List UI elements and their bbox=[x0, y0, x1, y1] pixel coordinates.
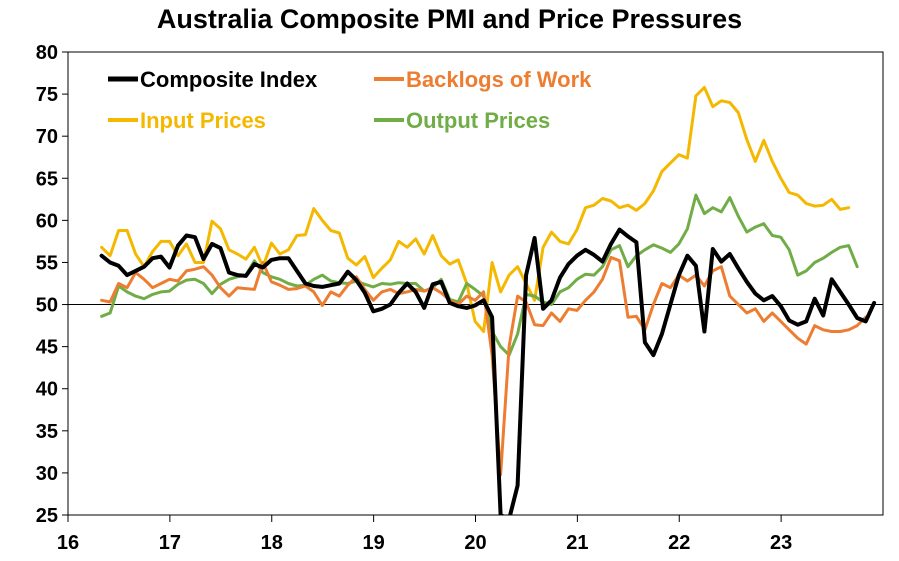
series-line-output-prices bbox=[100, 193, 859, 357]
legend-label: Backlogs of Work bbox=[406, 67, 592, 92]
series-line-backlogs-of-work bbox=[100, 255, 868, 477]
y-tick-label: 70 bbox=[36, 126, 58, 148]
y-tick-label: 35 bbox=[36, 421, 58, 443]
x-axis: 16 17 18 19 20 21 22 23 bbox=[57, 515, 792, 554]
x-tick-label: 22 bbox=[668, 532, 690, 554]
x-tick-label: 21 bbox=[566, 532, 588, 554]
legend: Composite Index Backlogs of Work Input Pri… bbox=[108, 67, 592, 133]
x-tick-label: 20 bbox=[464, 532, 486, 554]
x-tick-label: 18 bbox=[261, 532, 283, 554]
legend-label: Output Prices bbox=[406, 108, 550, 133]
legend-label: Input Prices bbox=[140, 108, 266, 133]
y-tick-label: 30 bbox=[36, 463, 58, 485]
y-tick-label: 60 bbox=[36, 210, 58, 232]
series-layer bbox=[99, 85, 877, 515]
chart-title: Australia Composite PMI and Price Pressu… bbox=[156, 4, 743, 34]
y-tick-label: 65 bbox=[36, 168, 58, 190]
series-line-composite-index bbox=[99, 227, 877, 515]
y-tick-label: 40 bbox=[36, 379, 58, 401]
series-line-input-prices bbox=[100, 85, 851, 333]
y-tick-label: 75 bbox=[36, 84, 58, 106]
y-tick-label: 80 bbox=[36, 42, 58, 64]
y-tick-label: 50 bbox=[36, 295, 58, 317]
legend-label: Composite Index bbox=[140, 67, 318, 92]
y-tick-label: 45 bbox=[36, 337, 58, 359]
y-axis: 25 30 35 40 45 50 55 60 65 70 75 80 bbox=[36, 42, 68, 527]
x-tick-label: 16 bbox=[57, 532, 79, 554]
x-tick-label: 23 bbox=[770, 532, 792, 554]
x-tick-label: 19 bbox=[363, 532, 385, 554]
y-tick-label: 55 bbox=[36, 252, 58, 274]
x-tick-label: 17 bbox=[159, 532, 181, 554]
y-tick-label: 25 bbox=[36, 505, 58, 527]
